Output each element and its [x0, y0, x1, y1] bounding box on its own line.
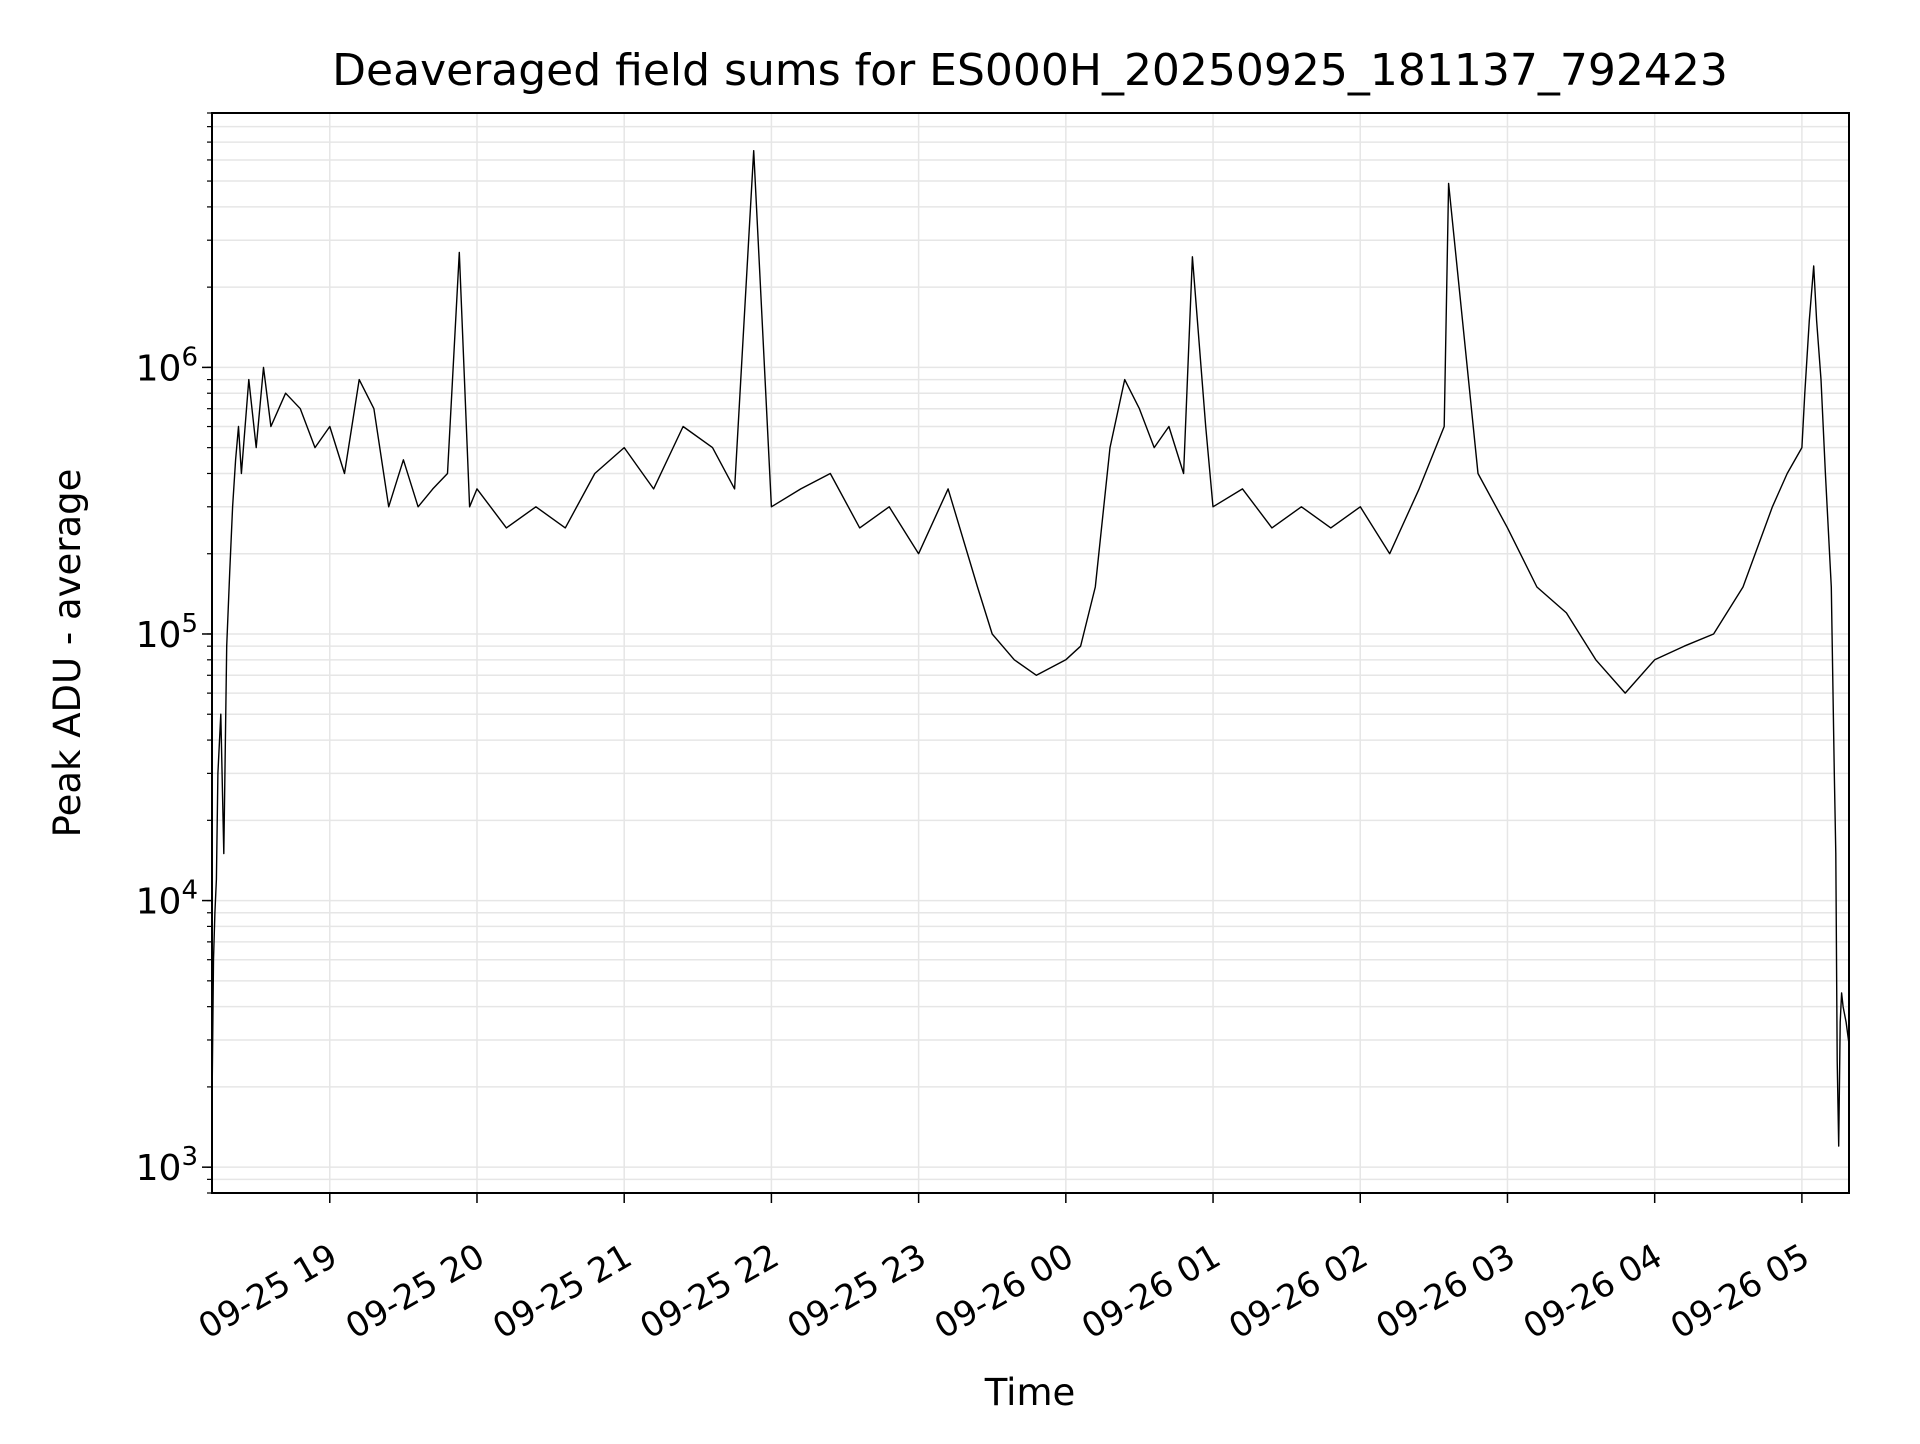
y-tick-label: 105 [136, 609, 198, 656]
x-axis-label: Time [984, 1371, 1076, 1414]
y-tick-base: 10 [136, 1148, 182, 1189]
y-tick-base: 10 [136, 615, 182, 656]
y-tick-exponent: 3 [181, 1142, 198, 1172]
series-line [211, 150, 1850, 1147]
y-tick-label: 106 [136, 342, 198, 389]
series-layer [211, 150, 1850, 1147]
y-tick-exponent: 5 [181, 609, 198, 639]
y-tick-base: 10 [136, 348, 182, 389]
y-tick-exponent: 6 [181, 342, 198, 372]
chart-title: Deaveraged field sums for ES000H_2025092… [332, 45, 1728, 96]
y-tick-exponent: 4 [181, 876, 198, 906]
plot-frame [211, 112, 1850, 1194]
y-tick-base: 10 [136, 882, 182, 923]
y-axis-label: Peak ADU - average [46, 469, 89, 838]
y-tick-label: 104 [136, 876, 198, 923]
y-tick-label: 103 [136, 1142, 198, 1189]
